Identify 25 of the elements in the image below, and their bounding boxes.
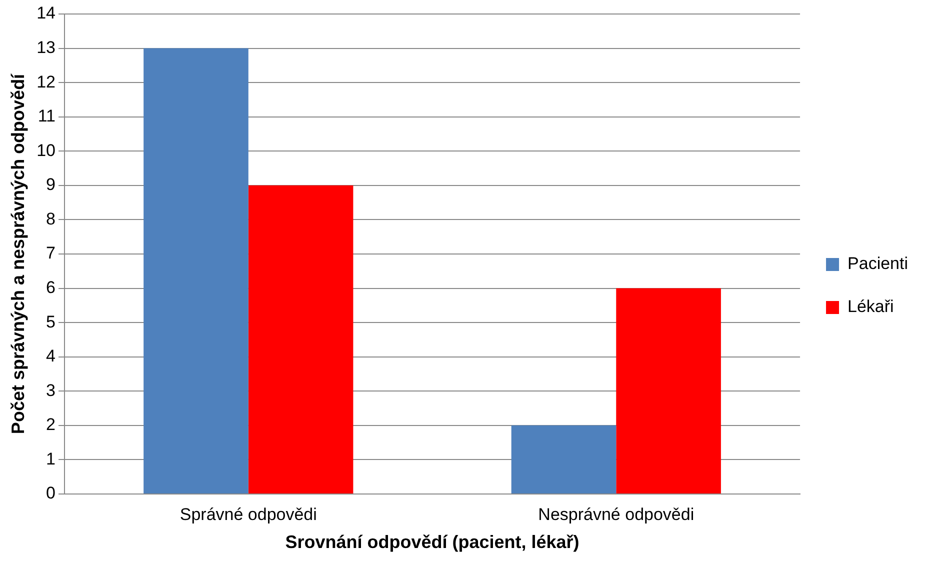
y-tick-label: 2 bbox=[46, 415, 56, 434]
y-tick-label: 0 bbox=[46, 484, 56, 503]
bar bbox=[616, 288, 721, 494]
y-tick-label: 4 bbox=[46, 346, 56, 366]
y-tick-label: 7 bbox=[46, 244, 56, 263]
y-tick-label: 9 bbox=[46, 175, 56, 194]
y-tick-label: 14 bbox=[36, 4, 56, 23]
bar bbox=[511, 425, 616, 494]
y-tick-label: 5 bbox=[46, 312, 56, 332]
y-tick-label: 11 bbox=[38, 106, 56, 126]
bar bbox=[144, 48, 248, 494]
x-axis-title: Srovnání odpovědí (pacient, lékař) bbox=[285, 532, 580, 552]
y-tick-label: 6 bbox=[46, 278, 56, 297]
bar bbox=[248, 185, 354, 494]
y-tick-label: 10 bbox=[36, 140, 56, 160]
legend-label: Pacienti bbox=[848, 254, 908, 274]
y-tick-label: 12 bbox=[36, 72, 56, 92]
y-tick-label: 8 bbox=[46, 209, 56, 228]
legend-label: Lékaři bbox=[848, 297, 894, 316]
x-tick-label: Správné odpovědi bbox=[180, 504, 317, 524]
y-tick-label: 1 bbox=[46, 449, 56, 468]
y-axis-title: Počet správných a nesprávných odpovědí bbox=[8, 72, 28, 434]
y-tick-label: 3 bbox=[46, 380, 56, 400]
x-tick-label: Nesprávné odpovědi bbox=[538, 504, 694, 524]
y-tick-label: 13 bbox=[36, 38, 56, 57]
